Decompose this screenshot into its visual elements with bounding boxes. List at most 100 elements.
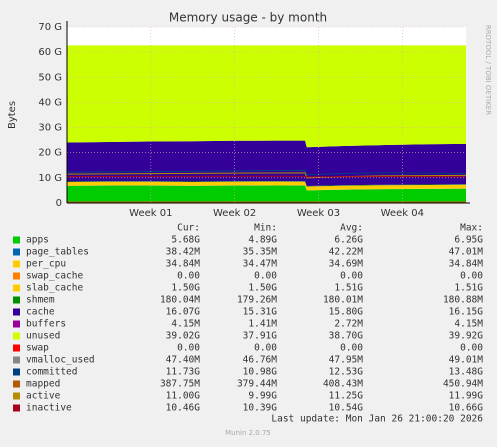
legend-stat: 180.88M xyxy=(443,295,483,306)
legend-stat: 180.04M xyxy=(160,295,200,306)
legend-entry: buffers xyxy=(26,319,66,330)
legend-stat: 6.26G xyxy=(334,235,363,246)
legend-entry: apps xyxy=(26,235,49,246)
legend-stat: 0.00 xyxy=(254,343,277,354)
legend-stat: 408.43M xyxy=(323,379,363,390)
legend-swatch xyxy=(13,332,20,340)
y-tick-label: 50 G xyxy=(38,72,62,83)
legend-entry: inactive xyxy=(26,403,72,414)
legend-entry: unused xyxy=(26,331,60,342)
legend-stat: 35.35M xyxy=(243,247,278,258)
legend-stat: 1.50G xyxy=(248,283,277,294)
legend-stat: 179.26M xyxy=(237,295,277,306)
x-tick-label: Week 04 xyxy=(381,208,424,219)
legend-swatch xyxy=(13,308,20,316)
legend-stat: 0.00 xyxy=(177,271,200,282)
legend-stat: 34.47M xyxy=(243,259,278,270)
y-tick-label: 0 xyxy=(56,198,62,209)
column-header: Cur: xyxy=(177,223,200,234)
column-header: Min: xyxy=(254,223,277,234)
legend-stat: 0.00 xyxy=(177,343,200,354)
legend-stat: 4.15M xyxy=(454,319,483,330)
legend-swatch xyxy=(13,284,20,292)
legend-swatch xyxy=(13,248,20,256)
legend-swatch xyxy=(13,344,20,352)
legend-stat: 39.92G xyxy=(449,331,484,342)
legend-stat: 450.94M xyxy=(443,379,483,390)
legend-entry: swap xyxy=(26,343,49,354)
legend-stat: 0.00 xyxy=(340,271,363,282)
legend-stat: 38.42M xyxy=(166,247,201,258)
legend-stat: 10.39G xyxy=(243,403,278,414)
legend-stat: 47.95M xyxy=(329,355,364,366)
legend-stat: 13.48G xyxy=(449,367,484,378)
legend-stat: 11.99G xyxy=(449,391,484,402)
legend-swatch xyxy=(13,356,20,364)
line xyxy=(66,172,467,179)
legend-stat: 47.01M xyxy=(449,247,484,258)
legend-stat: 387.75M xyxy=(160,379,200,390)
legend-swatch xyxy=(13,380,20,388)
x-tick-label: Week 02 xyxy=(213,208,256,219)
legend-stat: 1.41M xyxy=(248,319,277,330)
legend-stat: 34.84M xyxy=(166,259,201,270)
area xyxy=(67,181,466,187)
y-tick-label: 10 G xyxy=(38,173,62,184)
legend-entry: slab_cache xyxy=(26,283,83,294)
legend-stat: 34.84M xyxy=(449,259,484,270)
legend-stat: 15.31G xyxy=(243,307,278,318)
y-tick-label: 70 G xyxy=(38,22,62,33)
line xyxy=(66,175,467,178)
legend-stat: 10.46G xyxy=(166,403,201,414)
legend-stat: 4.15M xyxy=(171,319,200,330)
line xyxy=(66,169,467,176)
legend-swatch xyxy=(13,368,20,376)
chart-title: Memory usage - by month xyxy=(169,11,327,25)
y-tick-label: 40 G xyxy=(38,97,62,108)
legend-stat: 11.00G xyxy=(166,391,201,402)
legend-swatch xyxy=(13,236,20,244)
legend-stat: 2.72M xyxy=(334,319,363,330)
legend-stat: 180.01M xyxy=(323,295,363,306)
legend-stat: 38.70G xyxy=(329,331,364,342)
legend-stat: 16.07G xyxy=(166,307,201,318)
legend-stat: 0.00 xyxy=(460,271,483,282)
legend-swatch xyxy=(13,296,20,304)
x-tick-label: Week 03 xyxy=(297,208,340,219)
legend-swatch xyxy=(13,392,20,400)
legend-stat: 5.68G xyxy=(171,235,200,246)
legend-stat: 10.54G xyxy=(329,403,364,414)
y-tick-label: 30 G xyxy=(38,123,62,134)
legend-entry: cache xyxy=(26,307,55,318)
footer: Last update: Mon Jan 26 21:00:20 2026 xyxy=(271,414,483,425)
legend-entry: page_tables xyxy=(26,247,89,258)
legend-stat: 9.99G xyxy=(248,391,277,402)
legend-stat: 46.76M xyxy=(243,355,278,366)
legend-swatch xyxy=(13,404,20,412)
legend-stat: 11.25G xyxy=(329,391,364,402)
y-tick-label: 20 G xyxy=(38,148,62,159)
legend-stat: 39.02G xyxy=(166,331,201,342)
legend-entry: committed xyxy=(26,367,77,378)
legend-stat: 37.91G xyxy=(243,331,278,342)
legend-stat: 15.80G xyxy=(329,307,364,318)
legend-stat: 47.40M xyxy=(166,355,201,366)
legend-stat: 42.22M xyxy=(329,247,364,258)
side-text: RRDTOOL / TOBI OETIKER xyxy=(484,25,492,115)
y-tick-label: 60 G xyxy=(38,47,62,58)
area xyxy=(67,185,466,203)
legend-stat: 1.50G xyxy=(171,283,200,294)
legend-entry: per_cpu xyxy=(26,259,66,270)
legend-stat: 10.98G xyxy=(243,367,278,378)
legend-stat: 0.00 xyxy=(460,343,483,354)
legend-stat: 0.00 xyxy=(340,343,363,354)
legend-stat: 12.53G xyxy=(329,367,364,378)
legend-swatch xyxy=(13,320,20,328)
area xyxy=(67,45,466,148)
legend-swatch xyxy=(13,272,20,280)
legend-stat: 10.66G xyxy=(449,403,484,414)
legend-stat: 34.69M xyxy=(329,259,364,270)
legend-entry: active xyxy=(26,391,61,402)
legend-entry: swap_cache xyxy=(26,271,83,282)
